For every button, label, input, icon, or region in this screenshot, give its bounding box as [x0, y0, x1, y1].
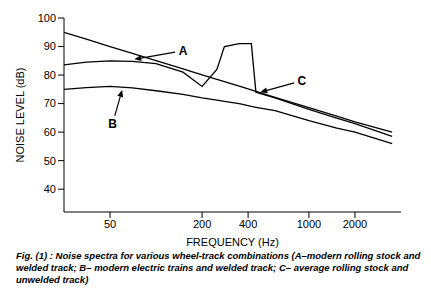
svg-text:B: B: [108, 117, 117, 131]
svg-text:2000: 2000: [343, 218, 367, 230]
svg-text:80: 80: [44, 69, 56, 81]
svg-text:70: 70: [44, 97, 56, 109]
svg-text:C: C: [298, 74, 307, 88]
svg-text:50: 50: [44, 155, 56, 167]
svg-text:400: 400: [239, 218, 257, 230]
svg-text:100: 100: [38, 12, 56, 24]
html-text:Fig. (1) : Noise spectra for v: Fig. (1) : Noise spectra for various whe…: [16, 250, 421, 285]
svg-text:40: 40: [44, 183, 56, 195]
svg-text:60: 60: [44, 126, 56, 138]
svg-text:50: 50: [104, 218, 116, 230]
svg-text:NOISE LEVEL (dB): NOISE LEVEL (dB): [14, 68, 26, 163]
svg-text:1000: 1000: [297, 218, 321, 230]
svg-text:90: 90: [44, 40, 56, 52]
svg-text:A: A: [179, 44, 188, 58]
svg-text:FREQUENCY (Hz): FREQUENCY (Hz): [186, 236, 279, 248]
svg-text:200: 200: [193, 218, 211, 230]
